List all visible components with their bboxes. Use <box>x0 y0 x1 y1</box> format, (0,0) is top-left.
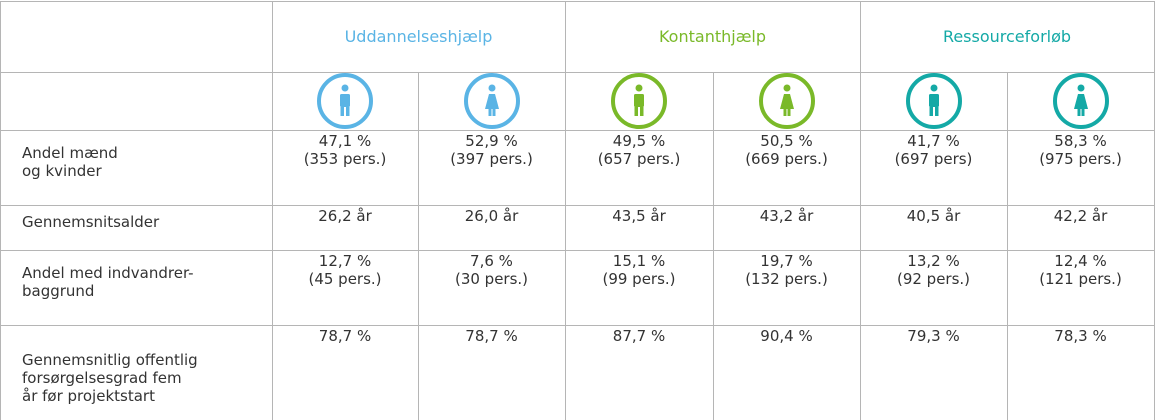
column-border <box>0 1 1 420</box>
data-cell: 43,5 år <box>565 207 713 225</box>
column-border <box>1007 72 1008 420</box>
column-border <box>565 1 566 420</box>
text-line: 43,2 år <box>759 207 814 225</box>
text-line: 40,5 år <box>906 207 961 225</box>
data-cell: 50,5 % (669 pers.) <box>713 132 860 168</box>
female-icon <box>758 73 815 129</box>
data-cell: 79,3 % <box>860 327 1007 345</box>
group-header: Kontanthjælp <box>658 27 766 46</box>
row-label: Gennemsnitlig offentlig forsørgelsesgrad … <box>22 351 272 405</box>
text-line: (132 pers.) <box>745 270 828 288</box>
text-line: 78,7 % <box>465 327 518 345</box>
text-line: 41,7 % <box>907 132 960 150</box>
data-cell: 13,2 % (92 pers.) <box>860 252 1007 288</box>
text-line: (121 pers.) <box>1039 270 1122 288</box>
row-label: Andel mænd og kvinder <box>22 144 272 180</box>
data-cell: 49,5 % (657 pers.) <box>565 132 713 168</box>
data-cell: 43,2 år <box>713 207 860 225</box>
text-line: (30 pers.) <box>454 270 529 288</box>
text-line: 78,7 % <box>318 327 372 345</box>
text-line: 26,0 år <box>464 207 519 225</box>
text-line: 12,7 % <box>318 252 372 270</box>
data-cell: 41,7 % (697 pers) <box>860 132 1007 168</box>
text-line: forsørgelsesgrad fem <box>22 369 182 387</box>
text-line: år før projektstart <box>22 387 155 405</box>
group-header: Ressourceforløb <box>942 27 1072 46</box>
text-line: baggrund <box>22 282 95 300</box>
group-header: Uddannelseshjælp <box>344 27 493 46</box>
text-line: 19,7 % <box>760 252 813 270</box>
text-line: (669 pers.) <box>745 150 828 168</box>
text-line: 79,3 % <box>907 327 960 345</box>
data-cell: 7,6 % (30 pers.) <box>418 252 565 288</box>
text-line: 90,4 % <box>760 327 813 345</box>
row-border <box>0 250 1155 251</box>
column-border <box>272 1 273 420</box>
text-line: (353 pers.) <box>303 150 387 168</box>
text-line: 43,5 år <box>612 207 666 225</box>
male-icon <box>905 73 962 129</box>
data-cell: 26,0 år <box>418 207 565 225</box>
text-line: 49,5 % <box>612 132 666 150</box>
row-border <box>0 130 1155 131</box>
row-border <box>0 325 1155 326</box>
row-border <box>0 205 1155 206</box>
data-cell: 12,4 % (121 pers.) <box>1007 252 1154 288</box>
text-line: (99 pers.) <box>602 270 676 288</box>
female-icon <box>1052 73 1109 129</box>
text-line: 26,2 år <box>318 207 372 225</box>
female-icon <box>463 73 520 129</box>
data-cell: 52,9 % (397 pers.) <box>418 132 565 168</box>
row-border <box>0 1 1155 2</box>
row-label: Gennemsnitsalder <box>22 213 272 231</box>
text-line: 13,2 % <box>907 252 960 270</box>
data-cell: 42,2 år <box>1007 207 1154 225</box>
male-icon <box>611 73 667 129</box>
text-line: (975 pers.) <box>1039 150 1122 168</box>
text-line: 58,3 % <box>1054 132 1107 150</box>
text-line: (397 pers.) <box>450 150 533 168</box>
column-border <box>860 1 861 420</box>
column-border <box>713 72 714 420</box>
text-line: Gennemsnitsalder <box>22 213 160 231</box>
text-line: 87,7 % <box>612 327 666 345</box>
text-line: 42,2 år <box>1053 207 1108 225</box>
data-cell: 90,4 % <box>713 327 860 345</box>
data-cell: 58,3 % (975 pers.) <box>1007 132 1154 168</box>
row-label: Andel med indvandrer-baggrund <box>22 264 272 300</box>
male-icon <box>317 73 373 129</box>
column-border <box>418 72 419 420</box>
text-line: 12,4 % <box>1054 252 1107 270</box>
data-cell: 87,7 % <box>565 327 713 345</box>
text-line: (92 pers.) <box>896 270 971 288</box>
text-line: (697 pers) <box>894 150 973 168</box>
text-line: 47,1 % <box>318 132 372 150</box>
text-line: (45 pers.) <box>308 270 382 288</box>
data-cell: 15,1 % (99 pers.) <box>565 252 713 288</box>
data-cell: 12,7 % (45 pers.) <box>272 252 418 288</box>
text-line: 50,5 % <box>760 132 813 150</box>
data-cell: 47,1 % (353 pers.) <box>272 132 418 168</box>
text-line: 78,3 % <box>1054 327 1107 345</box>
data-cell: 78,7 % <box>418 327 565 345</box>
data-cell: 78,3 % <box>1007 327 1154 345</box>
data-cell: 40,5 år <box>860 207 1007 225</box>
data-cell: 26,2 år <box>272 207 418 225</box>
text-line: Andel med indvandrer- <box>22 264 194 282</box>
text-line: 7,6 % <box>470 252 513 270</box>
data-cell: 19,7 % (132 pers.) <box>713 252 860 288</box>
text-line: 15,1 % <box>612 252 666 270</box>
text-line: Andel mænd <box>22 144 118 162</box>
text-line: (657 pers.) <box>597 150 681 168</box>
row-border <box>0 72 1155 73</box>
data-cell: 78,7 % <box>272 327 418 345</box>
text-line: Gennemsnitlig offentlig <box>22 351 198 369</box>
text-line: og kvinder <box>22 162 102 180</box>
text-line: 52,9 % <box>465 132 518 150</box>
